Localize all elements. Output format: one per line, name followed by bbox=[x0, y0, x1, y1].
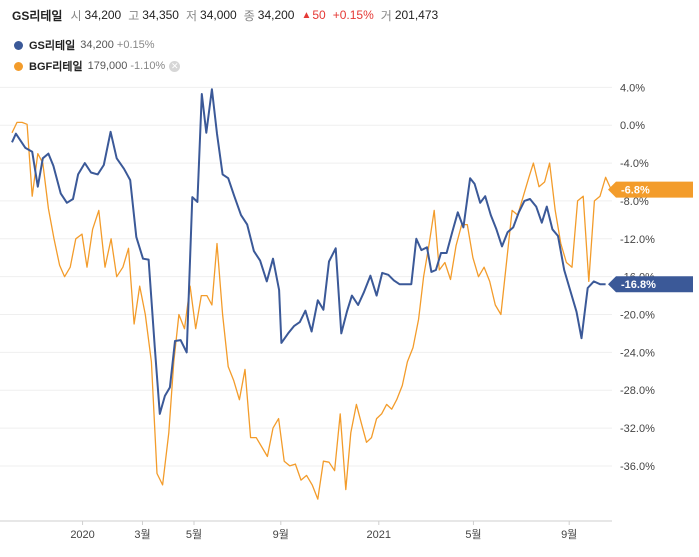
price-change: 50 bbox=[312, 8, 326, 22]
x-tick-label: 5월 bbox=[465, 528, 481, 541]
y-tick-label: -24.0% bbox=[620, 347, 655, 359]
legend-series-value: 179,000 bbox=[87, 60, 128, 72]
close-price: 34,200 bbox=[257, 8, 295, 22]
x-tick-label: 5월 bbox=[186, 528, 202, 541]
close-label: 종 bbox=[243, 8, 255, 23]
legend-item-gs-retail[interactable]: GS리테일 34,200 +0.15% bbox=[14, 36, 180, 54]
x-tick-label: 9월 bbox=[273, 528, 289, 541]
last-value-tag-label: -16.8% bbox=[621, 279, 656, 291]
y-tick-label: -20.0% bbox=[620, 310, 655, 322]
low-label: 저 bbox=[185, 8, 198, 23]
y-tick-label: 4.0% bbox=[620, 82, 645, 94]
last-value-tag: -6.8% bbox=[608, 181, 693, 198]
high-price: 34,350 bbox=[142, 8, 179, 22]
series-lines bbox=[11, 88, 612, 500]
y-axis: 4.0%0.0%-4.0%-8.0%-12.0%-16.0%-20.0%-24.… bbox=[620, 82, 655, 473]
last-value-tag-background bbox=[608, 181, 693, 198]
y-tick-label: -28.0% bbox=[620, 385, 655, 397]
series-color-dot bbox=[14, 61, 23, 71]
y-tick-label: -4.0% bbox=[620, 158, 649, 170]
legend-series-change: -1.10% bbox=[130, 60, 166, 72]
y-tick-label: -12.0% bbox=[620, 234, 655, 246]
x-tick-label: 2020 bbox=[70, 529, 94, 541]
last-value-markers: -16.8% -6.8% bbox=[608, 181, 693, 293]
legend-series-value: 34,200 bbox=[80, 39, 114, 51]
legend-item-bgf-retail[interactable]: BGF리테일 179,000 -1.10% ✕ bbox=[14, 57, 181, 75]
remove-series-close-icon[interactable]: ✕ bbox=[169, 60, 181, 72]
open-price: 34,200 bbox=[84, 8, 122, 22]
volume-label: 거 bbox=[380, 8, 392, 23]
series-color-dot bbox=[14, 40, 23, 50]
series-line bbox=[11, 121, 612, 500]
legend-series-name: BGF리테일 bbox=[29, 61, 83, 73]
chart-legend: GS리테일 34,200 +0.15% BGF리테일 179,000 -1.10… bbox=[14, 36, 181, 78]
legend-series-change: +0.15% bbox=[116, 39, 155, 51]
stock-name: GS리테일 bbox=[12, 8, 63, 23]
low-price: 34,000 bbox=[200, 8, 237, 22]
price-summary-bar: GS리테일 시 34,200 고 34,350 저 34,000 종 34,20… bbox=[12, 6, 445, 24]
y-tick-label: -32.0% bbox=[620, 423, 655, 435]
volume: 201,473 bbox=[394, 8, 439, 22]
last-value-tag-background bbox=[608, 276, 693, 293]
grid-lines bbox=[0, 86, 612, 522]
last-value-tag: -16.8% bbox=[608, 276, 693, 293]
high-label: 고 bbox=[128, 8, 140, 23]
y-tick-label: -8.0% bbox=[620, 196, 649, 208]
y-tick-label: -36.0% bbox=[620, 461, 655, 473]
x-axis: 2020 3월 5월 9월 2021 5월 9월 bbox=[70, 521, 577, 541]
x-tick-label: 2021 bbox=[367, 529, 391, 541]
up-arrow-icon: ▲ bbox=[301, 9, 312, 21]
y-tick-label: 0.0% bbox=[620, 120, 645, 132]
series-line bbox=[11, 88, 606, 415]
price-change-percent: +0.15% bbox=[332, 8, 374, 22]
open-label: 시 bbox=[70, 8, 82, 23]
x-tick-label: 3월 bbox=[134, 528, 150, 541]
x-tick-label: 9월 bbox=[561, 528, 577, 541]
legend-series-name: GS리테일 bbox=[29, 40, 76, 52]
last-value-tag-label: -6.8% bbox=[621, 185, 650, 197]
